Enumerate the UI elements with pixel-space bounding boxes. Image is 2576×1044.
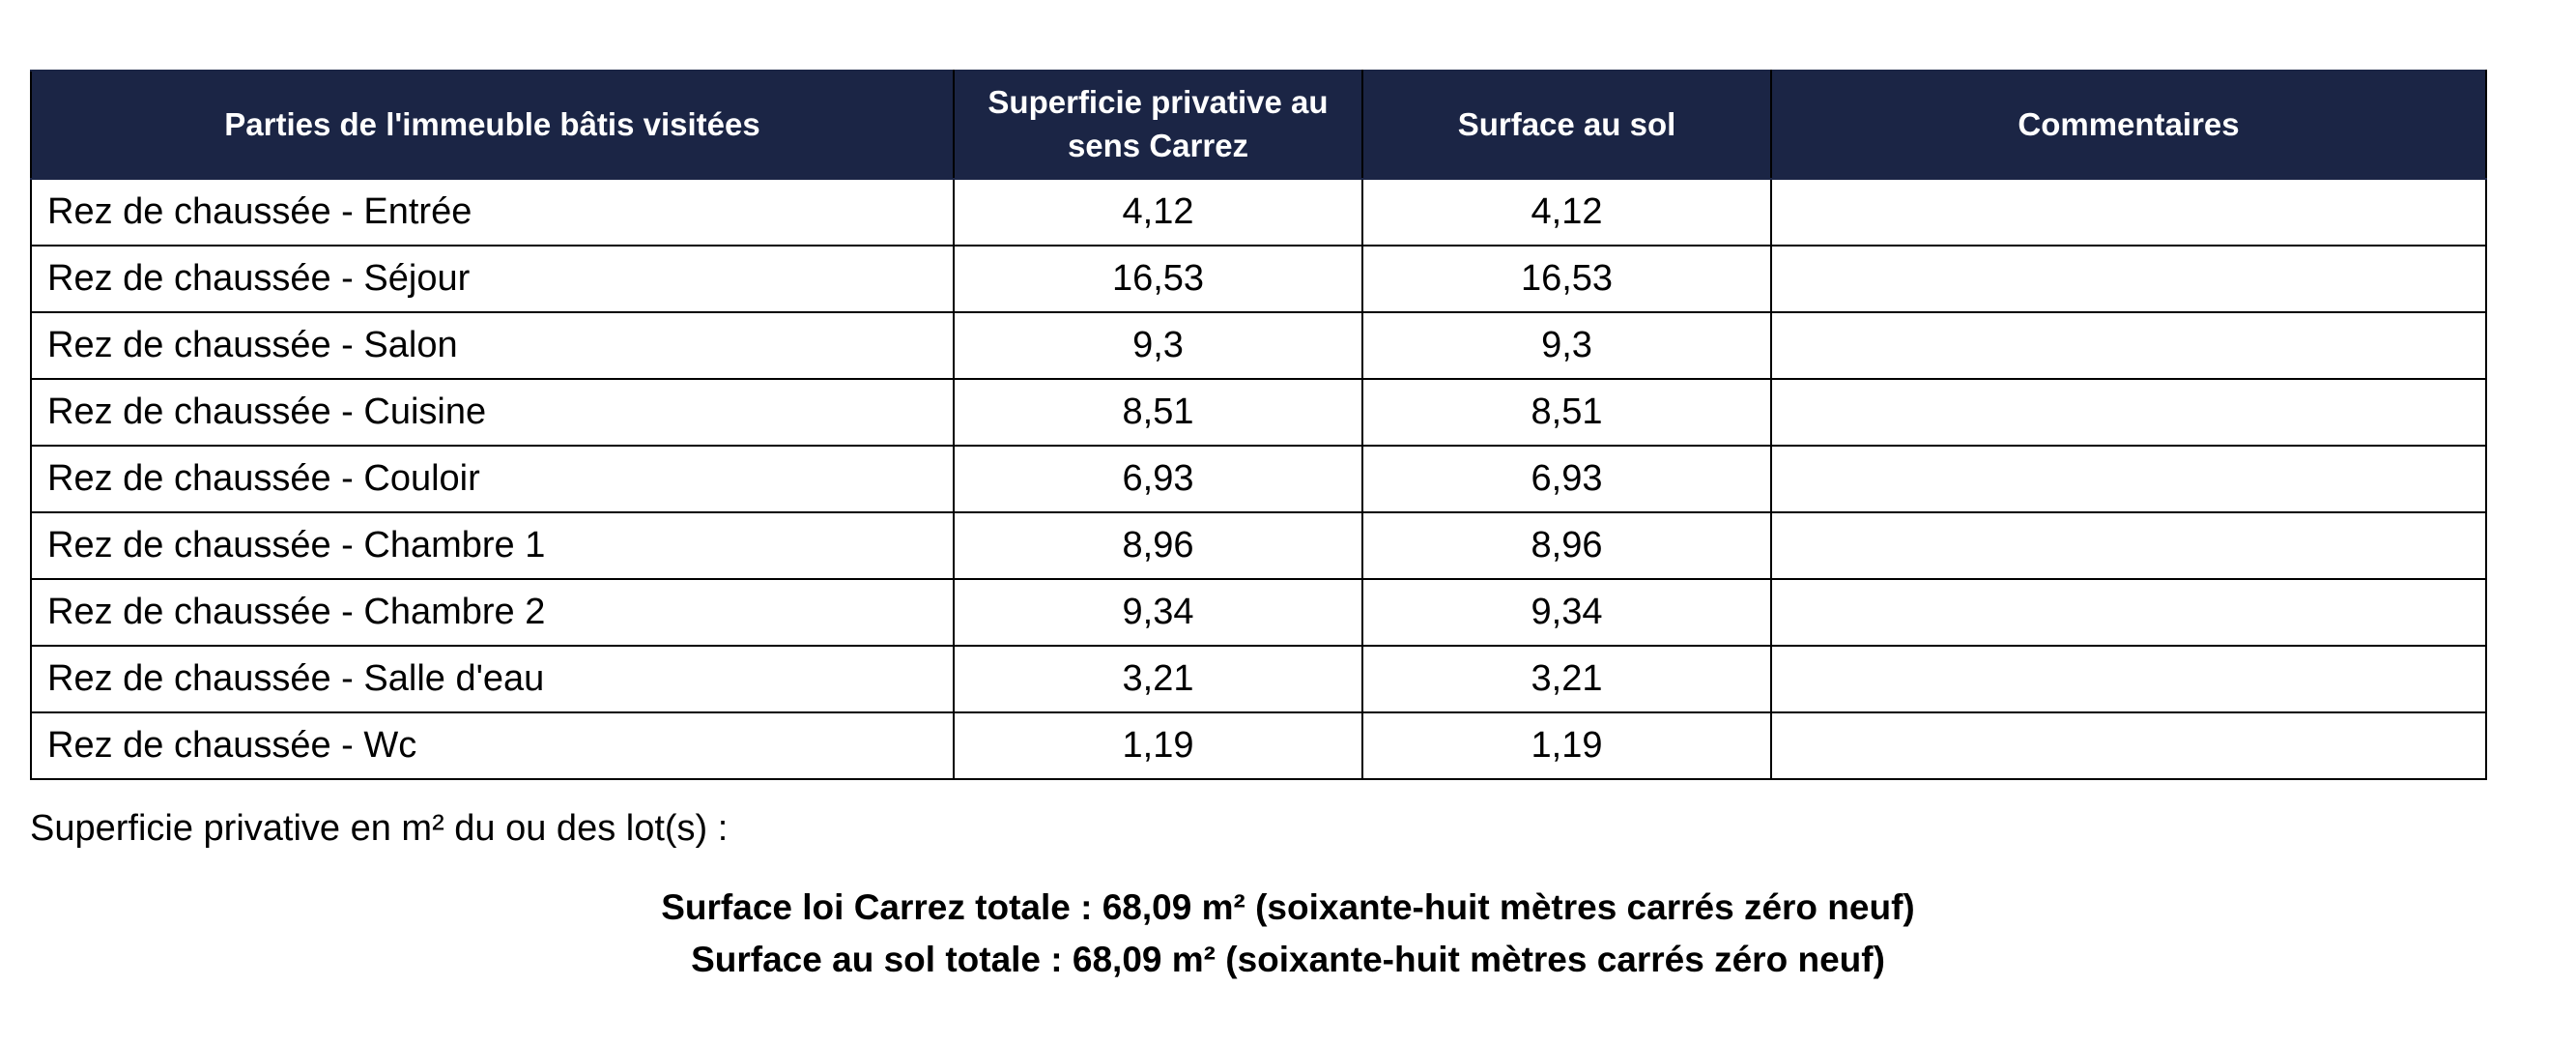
column-header: Surface au sol: [1361, 70, 1772, 180]
sol-cell: 9,3: [1361, 311, 1772, 380]
sol-cell: 8,51: [1361, 378, 1772, 447]
sol-cell: 3,21: [1361, 645, 1772, 713]
table-row: Rez de chaussée - Salon 9,3 9,3: [30, 311, 2487, 380]
room-cell: Rez de chaussée - Salle d'eau: [30, 645, 955, 713]
comment-cell: [1770, 511, 2487, 580]
sol-cell: 9,34: [1361, 578, 1772, 647]
carrez-cell: 1,19: [953, 711, 1363, 780]
table-row: Rez de chaussée - Couloir 6,93 6,93: [30, 445, 2487, 513]
sol-cell: 8,96: [1361, 511, 1772, 580]
carrez-cell: 8,96: [953, 511, 1363, 580]
table-row: Rez de chaussée - Séjour 16,53 16,53: [30, 245, 2487, 313]
carrez-cell: 8,51: [953, 378, 1363, 447]
header-row: Parties de l'immeuble bâtis visitées Supe…: [30, 70, 2487, 180]
sol-cell: 6,93: [1361, 445, 1772, 513]
carrez-cell: 16,53: [953, 245, 1363, 313]
table-row: Rez de chaussée - Salle d'eau 3,21 3,21: [30, 645, 2487, 713]
comment-cell: [1770, 245, 2487, 313]
column-header: Commentaires: [1770, 70, 2487, 180]
room-cell: Rez de chaussée - Wc: [30, 711, 955, 780]
summary-intro: Superficie privative en m² du ou des lot…: [30, 808, 729, 849]
surface-table: Parties de l'immeuble bâtis visitées Supe…: [30, 70, 2487, 780]
room-cell: Rez de chaussée - Couloir: [30, 445, 955, 513]
comment-cell: [1770, 445, 2487, 513]
table-row: Rez de chaussée - Chambre 1 8,96 8,96: [30, 511, 2487, 580]
table-row: Rez de chaussée - Cuisine 8,51 8,51: [30, 378, 2487, 447]
comment-cell: [1770, 711, 2487, 780]
room-cell: Rez de chaussée - Salon: [30, 311, 955, 380]
room-cell: Rez de chaussée - Séjour: [30, 245, 955, 313]
table-body: Rez de chaussée - Entrée 4,12 4,12 Rez de c…: [30, 178, 2487, 780]
column-header: Parties de l'immeuble bâtis visitées: [30, 70, 955, 180]
sol-cell: 16,53: [1361, 245, 1772, 313]
carrez-cell: 9,34: [953, 578, 1363, 647]
room-cell: Rez de chaussée - Chambre 1: [30, 511, 955, 580]
sol-total: Surface au sol totale : 68,09 m² (soixan…: [691, 940, 1885, 979]
comment-cell: [1770, 311, 2487, 380]
carrez-cell: 6,93: [953, 445, 1363, 513]
comment-cell: [1770, 378, 2487, 447]
comment-cell: [1770, 178, 2487, 246]
table-row: Rez de chaussée - Entrée 4,12 4,12: [30, 178, 2487, 246]
comment-cell: [1770, 578, 2487, 647]
sol-cell: 4,12: [1361, 178, 1772, 246]
carrez-cell: 4,12: [953, 178, 1363, 246]
room-cell: Rez de chaussée - Cuisine: [30, 378, 955, 447]
comment-cell: [1770, 645, 2487, 713]
room-cell: Rez de chaussée - Entrée: [30, 178, 955, 246]
column-header: Superficie privative au sens Carrez: [953, 70, 1363, 180]
carrez-cell: 3,21: [953, 645, 1363, 713]
table-row: Rez de chaussée - Chambre 2 9,34 9,34: [30, 578, 2487, 647]
carrez-total: Surface loi Carrez totale : 68,09 m² (so…: [661, 887, 1915, 927]
carrez-cell: 9,3: [953, 311, 1363, 380]
room-cell: Rez de chaussée - Chambre 2: [30, 578, 955, 647]
table-row: Rez de chaussée - Wc 1,19 1,19: [30, 711, 2487, 780]
sol-cell: 1,19: [1361, 711, 1772, 780]
